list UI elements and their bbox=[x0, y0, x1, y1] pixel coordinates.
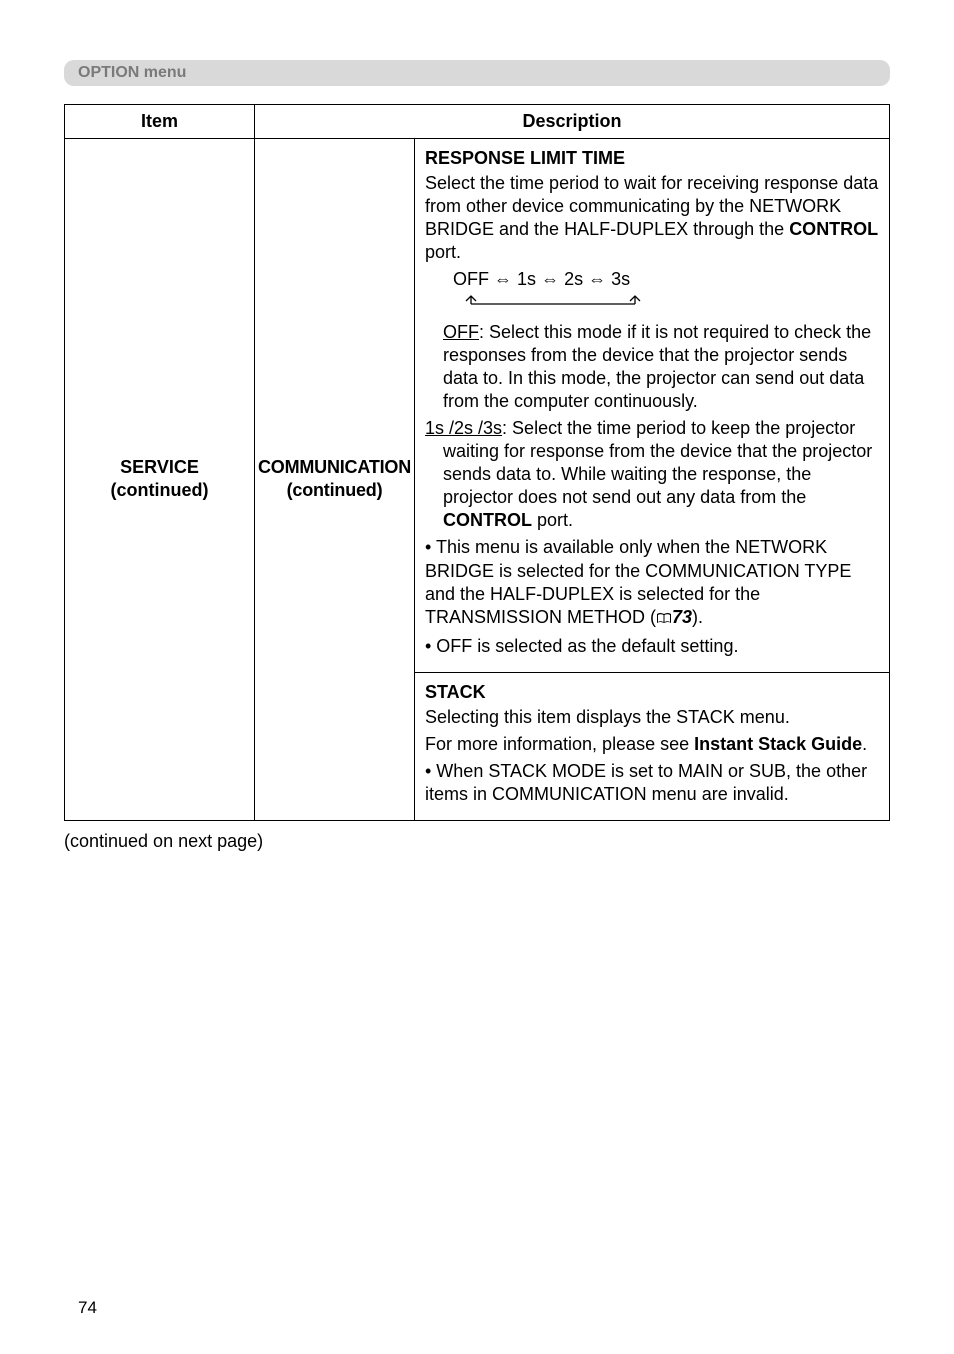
rlt-toggle-sequence: OFF ⇔ 1s ⇔ 2s ⇔ 3s bbox=[425, 268, 879, 291]
double-arrow-icon: ⇔ bbox=[588, 269, 611, 289]
book-icon bbox=[656, 608, 672, 631]
rlt-b1-b: ). bbox=[692, 607, 703, 627]
rlt-b1-ref: 73 bbox=[672, 607, 692, 627]
rlt-off-block: OFF: Select this mode if it is not requi… bbox=[425, 321, 879, 413]
rlt-off-label: OFF bbox=[443, 322, 479, 342]
subitem-line1: COMMUNICATION bbox=[258, 457, 411, 477]
rlt-123-bold: CONTROL bbox=[443, 510, 532, 530]
rlt-123-block: 1s /2s /3s: Select the time period to ke… bbox=[425, 417, 879, 532]
cell-item: SERVICE (continued) bbox=[65, 139, 255, 821]
page-number: 74 bbox=[78, 1298, 97, 1318]
cell-stack: STACK Selecting this item displays the S… bbox=[415, 672, 890, 820]
rlt-intro-b: port. bbox=[425, 242, 461, 262]
double-arrow-icon: ⇔ bbox=[541, 269, 564, 289]
cell-response-limit: RESPONSE LIMIT TIME Select the time peri… bbox=[415, 139, 890, 673]
item-line2: (continued) bbox=[111, 480, 209, 500]
loop-arrow-icon bbox=[453, 295, 653, 313]
stack-l2bold: Instant Stack Guide bbox=[694, 734, 862, 754]
stack-l2a: For more information, please see bbox=[425, 734, 694, 754]
rlt-123-text-a: : Select the time period to keep the pro… bbox=[443, 418, 872, 507]
continued-note: (continued on next page) bbox=[64, 831, 890, 852]
subitem-line2: (continued) bbox=[287, 480, 383, 500]
option-table: Item Description SERVICE (continued) COM… bbox=[64, 104, 890, 821]
rlt-123-text-b: port. bbox=[532, 510, 573, 530]
item-line1: SERVICE bbox=[120, 457, 199, 477]
rlt-intro: Select the time period to wait for recei… bbox=[425, 172, 879, 264]
rlt-123-label: 1s /2s /3s bbox=[425, 418, 502, 438]
stack-title: STACK bbox=[425, 681, 879, 704]
toggle-2s: 2s bbox=[564, 269, 583, 289]
page: OPTION menu Item Description SERVICE (co… bbox=[0, 0, 954, 1354]
rlt-intro-bold: CONTROL bbox=[789, 219, 878, 239]
th-description: Description bbox=[255, 105, 890, 139]
table-row: SERVICE (continued) COMMUNICATION (conti… bbox=[65, 139, 890, 673]
rlt-title: RESPONSE LIMIT TIME bbox=[425, 147, 879, 170]
stack-line2: For more information, please see Instant… bbox=[425, 733, 879, 756]
section-header-bar: OPTION menu bbox=[64, 60, 890, 86]
table-header-row: Item Description bbox=[65, 105, 890, 139]
rlt-off-text: : Select this mode if it is not required… bbox=[443, 322, 871, 411]
stack-l2b: . bbox=[862, 734, 867, 754]
th-item: Item bbox=[65, 105, 255, 139]
rlt-loop-arrows bbox=[425, 295, 879, 313]
toggle-3s: 3s bbox=[611, 269, 630, 289]
double-arrow-icon: ⇔ bbox=[494, 269, 517, 289]
rlt-bullet2: • OFF is selected as the default setting… bbox=[425, 635, 879, 658]
toggle-off: OFF bbox=[453, 269, 489, 289]
stack-line1: Selecting this item displays the STACK m… bbox=[425, 706, 879, 729]
rlt-b1-a: • This menu is available only when the N… bbox=[425, 537, 851, 626]
section-header-text: OPTION menu bbox=[78, 64, 186, 82]
cell-subitem: COMMUNICATION (continued) bbox=[255, 139, 415, 821]
rlt-bullet1: • This menu is available only when the N… bbox=[425, 536, 879, 630]
stack-line3: • When STACK MODE is set to MAIN or SUB,… bbox=[425, 760, 879, 806]
toggle-1s: 1s bbox=[517, 269, 536, 289]
